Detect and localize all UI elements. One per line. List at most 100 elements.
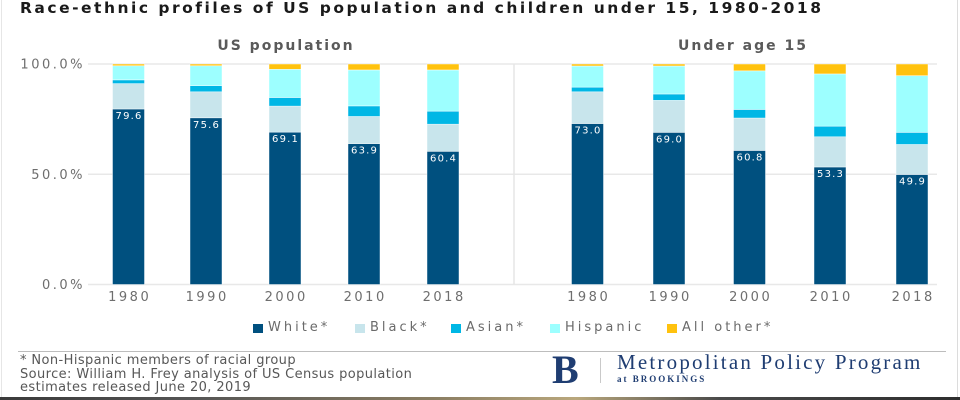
logo-program-name: Metropolitan Policy Program	[617, 350, 923, 375]
bar-segment-all-other	[813, 63, 847, 75]
bar-segment-white	[895, 174, 929, 285]
bar-segment-asian	[652, 93, 686, 101]
bar-segment-white	[571, 123, 604, 285]
legend-label: White*	[268, 320, 331, 335]
stacked-bar-1980: 79.6	[112, 63, 145, 285]
right-edge	[957, 0, 958, 400]
bar-segment-hispanic	[571, 65, 604, 88]
panel-us-population: US population 79.6 1980 75.6 1990 69.1 2000 63.…	[108, 38, 466, 305]
stacked-bar-2000: 69.1	[268, 63, 302, 285]
legend-label: Asian*	[466, 320, 526, 335]
stacked-bar-2010: 63.9	[347, 63, 381, 285]
legend-label: Hispanic	[565, 320, 645, 335]
panel-under-age-15: Under age 15 73.0 1980 69.0 1990 60.8 2000 53.3…	[567, 38, 935, 305]
bar-segment-white	[268, 131, 302, 285]
logo-org-name: at BROOKINGS	[617, 373, 707, 384]
legend-swatch-hispanic	[550, 323, 560, 333]
data-label: 75.6	[193, 120, 220, 131]
bar-segment-all-other	[733, 63, 766, 72]
x-tick-label: 2010	[344, 290, 387, 305]
footnote-note: * Non-Hispanic members of racial group	[20, 353, 296, 368]
bar-segment-white	[347, 143, 381, 285]
bar-segment-asian	[189, 85, 223, 93]
stacked-bar-1990: 75.6	[189, 63, 223, 285]
bar-segment-hispanic	[189, 65, 223, 86]
data-label: 73.0	[575, 126, 602, 137]
logo-divider	[600, 358, 601, 383]
stacked-bar-2018: 60.4	[426, 63, 460, 285]
legend-item-white: White*	[253, 321, 330, 335]
legend-item-asian: Asian*	[451, 321, 526, 335]
bar-segment-hispanic	[426, 69, 460, 112]
bar-segment-black	[268, 105, 302, 133]
x-tick-label: 2018	[892, 290, 935, 305]
data-label: 69.1	[272, 134, 299, 145]
bar-segment-white	[652, 132, 686, 285]
bar-segment-asian	[112, 79, 145, 84]
logo-b-mark: B	[552, 346, 579, 392]
bar-segment-white	[733, 150, 766, 285]
panel-title: Under age 15	[678, 38, 808, 54]
data-label: 49.9	[899, 176, 926, 187]
data-label: 69.0	[656, 134, 683, 145]
bar-segment-asian	[813, 125, 847, 138]
bar-segment-all-other	[347, 63, 381, 71]
stacked-bar-1980: 73.0	[571, 63, 604, 285]
bar-segment-all-other	[652, 63, 686, 67]
bar-segment-all-other	[895, 63, 929, 76]
bar-segment-black	[895, 144, 929, 175]
legend-item-black: Black*	[355, 321, 430, 335]
y-tick-label: 50.0%	[31, 168, 85, 183]
footnotes: * Non-Hispanic members of racial group S…	[20, 354, 412, 395]
bar-segment-white	[426, 151, 460, 285]
stacked-bar-2000: 60.8	[733, 63, 766, 285]
x-tick-label: 2010	[810, 290, 853, 305]
bar-segment-asian	[733, 109, 766, 119]
bar-segment-asian	[571, 86, 604, 93]
bar-segment-black	[347, 116, 381, 144]
stacked-bar-2018: 49.9	[895, 63, 929, 285]
footer-divider	[18, 351, 946, 352]
bar-segment-hispanic	[895, 75, 929, 133]
panel-title: US population	[217, 38, 354, 54]
legend-item-hispanic: Hispanic	[550, 321, 644, 335]
stacked-bar-1990: 69.0	[652, 63, 686, 285]
bar-segment-all-other	[571, 63, 604, 67]
data-label: 60.8	[737, 152, 764, 163]
legend-swatch-black	[355, 323, 365, 333]
bar-segment-black	[112, 83, 145, 110]
bar-segment-black	[426, 123, 460, 152]
data-label: 79.6	[116, 111, 143, 122]
bar-segment-white	[813, 166, 847, 285]
bar-segment-white	[112, 108, 145, 285]
legend-label: All other*	[682, 320, 774, 335]
bar-segment-all-other	[426, 63, 460, 71]
gridlines: 0.0% 50.0% 100.0%	[20, 58, 937, 293]
bar-segment-hispanic	[347, 69, 381, 107]
source-line: Source: William H. Frey analysis of US C…	[20, 366, 413, 382]
x-tick-label: 2018	[423, 290, 466, 305]
bar-segment-black	[189, 91, 223, 119]
bar-segment-hispanic	[112, 65, 145, 81]
bar-segment-hispanic	[652, 65, 686, 95]
stacked-bar-2010: 53.3	[813, 63, 847, 285]
bar-segment-all-other	[268, 63, 302, 70]
legend-item-all-other: All other*	[667, 321, 773, 335]
source-line: estimates released June 20, 2019	[20, 380, 252, 395]
y-tick-label: 100.0%	[20, 58, 85, 73]
bar-segment-asian	[426, 110, 460, 125]
bar-segment-all-other	[112, 63, 145, 67]
bar-segment-black	[571, 91, 604, 124]
left-edge	[1, 0, 2, 400]
legend-swatch-all-other	[667, 323, 677, 333]
bar-segment-asian	[268, 97, 302, 107]
legend-label: Black*	[370, 320, 430, 335]
x-tick-label: 2000	[729, 290, 772, 305]
x-tick-label: 1980	[567, 290, 610, 305]
x-tick-label: 1990	[186, 290, 229, 305]
x-tick-label: 1980	[108, 290, 151, 305]
x-tick-label: 1990	[649, 290, 692, 305]
data-label: 53.3	[817, 169, 844, 180]
chart-title: Race-ethnic profiles of US population an…	[20, 0, 824, 17]
